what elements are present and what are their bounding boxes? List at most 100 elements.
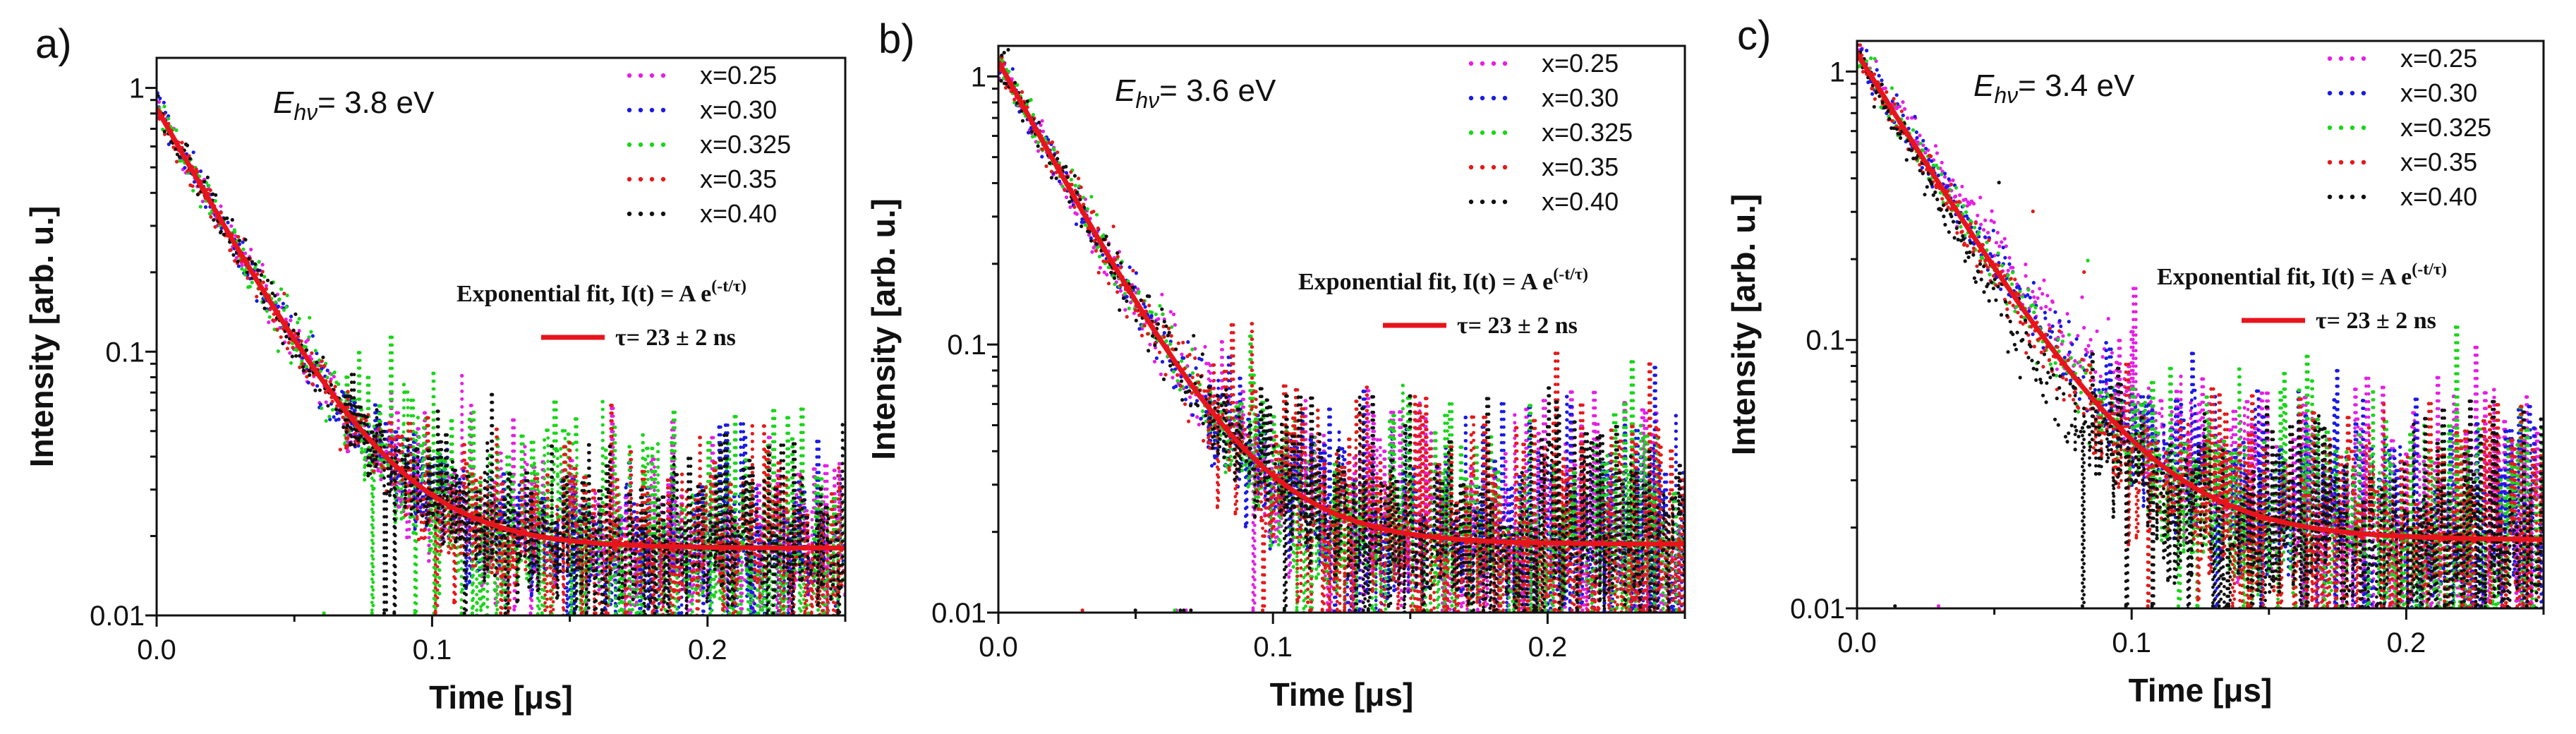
data-point <box>432 441 436 445</box>
data-point <box>371 534 375 538</box>
data-point <box>688 566 692 570</box>
data-point <box>370 539 374 542</box>
data-point <box>653 481 656 485</box>
data-point <box>611 461 615 464</box>
data-point <box>499 451 503 455</box>
data-point <box>219 204 223 208</box>
data-point <box>825 495 829 499</box>
data-point <box>673 500 677 503</box>
scatter-layer <box>157 91 845 615</box>
data-point <box>390 413 394 417</box>
data-point <box>370 562 374 565</box>
data-point <box>460 428 464 432</box>
data-point <box>460 421 464 424</box>
data-point <box>411 522 416 527</box>
data-point <box>523 515 527 519</box>
data-point <box>358 366 362 370</box>
data-point <box>430 524 433 527</box>
data-point <box>183 166 187 170</box>
data-point <box>611 430 615 433</box>
data-point <box>240 263 244 267</box>
data-point <box>825 464 829 468</box>
data-point <box>611 484 615 488</box>
data-point <box>370 523 374 527</box>
data-point <box>744 451 748 455</box>
data-point <box>673 507 677 511</box>
data-point <box>432 418 436 422</box>
data-point <box>324 419 328 423</box>
data-point <box>353 409 357 412</box>
data-point <box>363 471 367 475</box>
data-point <box>653 457 656 462</box>
data-point <box>370 608 374 612</box>
data-point <box>309 330 313 334</box>
data-point <box>346 375 350 379</box>
data-point <box>241 247 246 251</box>
data-point <box>416 416 421 420</box>
data-point <box>525 462 529 467</box>
data-point <box>390 448 394 452</box>
data-point <box>427 536 431 539</box>
data-point <box>468 556 471 560</box>
data-point <box>512 418 516 422</box>
data-point <box>402 383 406 387</box>
data-point <box>653 473 656 477</box>
data-point <box>523 476 527 480</box>
data-point <box>335 411 339 416</box>
data-point <box>363 447 367 452</box>
data-point <box>833 469 837 472</box>
data-point <box>653 488 656 493</box>
data-point <box>318 402 323 407</box>
data-point <box>191 188 195 193</box>
data-point <box>805 509 809 513</box>
data-point <box>513 604 517 608</box>
data-point <box>611 500 615 503</box>
data-point <box>531 580 534 584</box>
data-point <box>523 468 527 472</box>
data-point <box>530 598 534 603</box>
data-point <box>401 445 406 450</box>
data-point <box>653 465 656 469</box>
data-point <box>702 601 706 606</box>
data-point <box>358 374 362 378</box>
data-point <box>255 299 259 303</box>
data-point <box>740 568 744 572</box>
data-point <box>248 284 252 289</box>
data-point <box>601 564 605 568</box>
data-point <box>422 449 425 453</box>
data-point <box>367 391 371 395</box>
data-point <box>430 539 433 543</box>
data-point <box>758 499 762 503</box>
data-point <box>688 558 692 562</box>
data-point <box>353 401 357 404</box>
data-point <box>358 382 362 385</box>
data-point <box>417 435 421 440</box>
data-point <box>512 441 516 445</box>
data-point <box>313 349 318 353</box>
data-point <box>817 455 821 459</box>
data-point <box>284 317 288 322</box>
data-point <box>167 116 171 121</box>
data-point <box>468 564 471 568</box>
data-point <box>257 260 261 264</box>
data-point <box>588 579 592 583</box>
data-point <box>719 433 722 437</box>
data-point <box>523 445 527 449</box>
data-point <box>786 608 790 612</box>
data-point <box>430 547 433 550</box>
data-point <box>414 601 418 606</box>
data-point <box>593 491 598 495</box>
data-point <box>250 280 254 284</box>
data-point <box>307 335 311 339</box>
data-point <box>407 527 411 531</box>
data-point <box>691 583 696 587</box>
data-point <box>397 419 400 423</box>
data-point <box>523 499 527 503</box>
data-point <box>414 578 418 582</box>
data-point <box>529 591 533 596</box>
data-point <box>394 430 399 434</box>
data-point <box>337 417 341 421</box>
data-point <box>213 199 217 203</box>
data-point <box>528 611 533 615</box>
data-point <box>297 317 301 321</box>
